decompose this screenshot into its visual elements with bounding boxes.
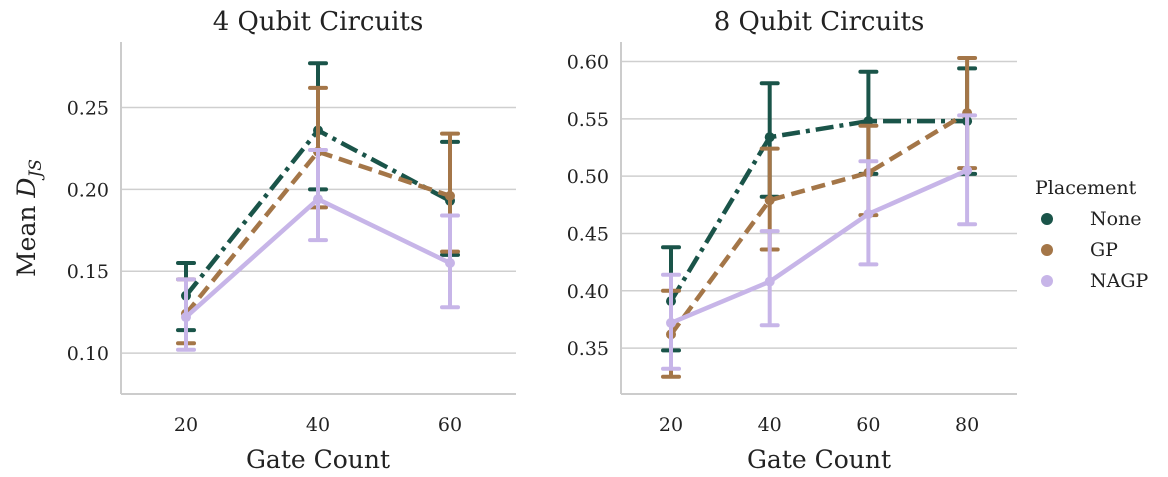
series-nagp <box>176 148 460 352</box>
data-point <box>181 312 191 323</box>
y-tick-label: 0.40 <box>567 281 609 303</box>
data-point <box>445 258 455 269</box>
legend-marker <box>1041 275 1053 287</box>
data-point <box>313 194 323 205</box>
chart-panel-8-qubit: 0.35 0.40 0.45 0.50 0.55 0.60 20 40 60 80 8 Qubit… <box>567 7 1017 474</box>
y-tick-label: 0.10 <box>67 343 109 365</box>
legend-item-gp: GP <box>1041 239 1118 261</box>
legend-items: None GP NAGP <box>1041 208 1149 292</box>
series-gp <box>661 56 978 379</box>
data-point <box>445 190 455 201</box>
x-tick-label: 40 <box>758 414 782 436</box>
legend-marker <box>1041 213 1053 225</box>
tick-labels: 0.10 0.15 0.20 0.25 20 40 60 <box>67 97 462 436</box>
axes <box>120 42 516 395</box>
data-point <box>863 116 874 127</box>
data-point <box>666 317 676 328</box>
series-marks <box>176 61 460 352</box>
y-axis-label-subscript: JS <box>26 159 46 180</box>
y-tick-label: 0.25 <box>67 97 109 119</box>
y-tick-label: 0.15 <box>67 261 109 283</box>
data-point <box>764 276 775 287</box>
x-tick-label: 80 <box>955 414 979 436</box>
x-axis-label: Gate Count <box>246 445 390 474</box>
series-line <box>670 168 969 325</box>
legend-label: NAGP <box>1090 270 1149 292</box>
data-point <box>764 195 775 206</box>
y-tick-label: 0.55 <box>567 109 609 131</box>
x-tick-label: 20 <box>659 414 683 436</box>
legend: Placement None GP NAGP <box>1035 177 1149 292</box>
y-tick-label: 0.45 <box>567 223 609 245</box>
series-nagp <box>661 113 978 371</box>
y-axis-label-prefix: Mean <box>12 198 41 277</box>
x-tick-label: 20 <box>174 414 198 436</box>
legend-item-none: None <box>1041 208 1142 230</box>
legend-marker <box>1041 244 1053 256</box>
axes <box>620 42 1017 395</box>
data-point <box>962 165 973 176</box>
legend-label: GP <box>1090 239 1118 261</box>
x-tick-label: 60 <box>438 414 462 436</box>
series-line <box>184 149 451 316</box>
y-tick-label: 0.60 <box>567 51 609 73</box>
x-axis-label: Gate Count <box>747 445 891 474</box>
data-point <box>863 208 874 219</box>
chart-title: 4 Qubit Circuits <box>213 7 424 37</box>
x-tick-label: 40 <box>306 414 330 436</box>
grid-lines <box>621 60 1017 349</box>
legend-label: None <box>1090 208 1142 230</box>
series-line <box>669 111 969 336</box>
y-axis-label-symbol: D <box>12 178 41 199</box>
series-line <box>669 118 968 303</box>
series-marks <box>661 56 978 379</box>
legend-title: Placement <box>1035 177 1137 199</box>
y-axis-label: Mean DJS <box>12 159 46 277</box>
y-tick-label: 0.35 <box>567 338 609 360</box>
y-tick-label: 0.50 <box>567 166 609 188</box>
data-point <box>764 132 775 143</box>
y-tick-label: 0.20 <box>67 179 109 201</box>
tick-labels: 0.35 0.40 0.45 0.50 0.55 0.60 20 40 60 80 <box>567 51 980 436</box>
x-tick-label: 60 <box>856 414 880 436</box>
chart-title: 8 Qubit Circuits <box>714 7 925 37</box>
legend-item-nagp: NAGP <box>1041 270 1149 292</box>
